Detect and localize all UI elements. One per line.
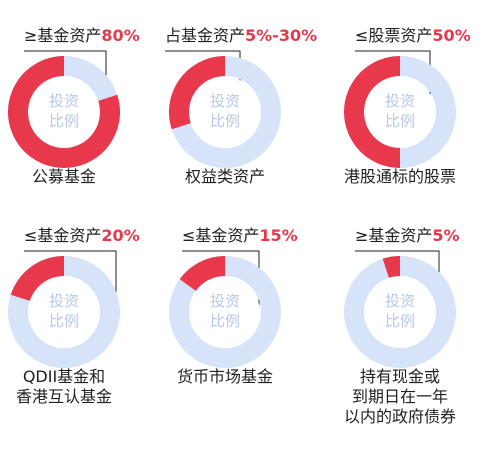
chart-name-label: QDII基金和 (23, 367, 105, 386)
ring-highlight-arc (10, 256, 64, 301)
chart-name-label: 权益类资产 (185, 167, 265, 186)
ring-center-text: 比例 (210, 112, 240, 130)
ring-center-text: 比例 (49, 112, 79, 130)
chart-caption: ≥基金资产5% (355, 226, 460, 245)
caption-prefix: ≤基金资产 (182, 226, 259, 245)
ring-center-text: 比例 (385, 112, 415, 130)
chart-name-label: 公募基金 (32, 167, 96, 186)
ring-center (29, 77, 99, 147)
chart-caption: ≤基金资产20% (24, 226, 140, 245)
ring-highlight-arc (8, 56, 121, 168)
ring-center-text: 投资 (49, 92, 79, 110)
ring-center (365, 277, 435, 347)
ring-center-text: 比例 (210, 312, 240, 330)
ring-center-text: 比例 (49, 312, 79, 330)
chart-name-label: 持有现金或 (360, 367, 440, 386)
chart-caption: ≤基金资产15% (182, 226, 298, 245)
ring-center-text: 投资 (49, 292, 79, 310)
chart-caption: ≤股票资产50% (355, 26, 471, 45)
chart-name-label: 货币市场基金 (177, 367, 273, 386)
ring-highlight-arc (179, 256, 225, 291)
ring-highlight-arc (344, 56, 400, 168)
chart-name-label: 到期日在一年 (352, 387, 448, 406)
caption-value: 5%-30% (245, 26, 317, 45)
caption-prefix: ≤基金资产 (24, 226, 101, 245)
chart-name-label: 香港互认基金 (16, 387, 112, 406)
caption-prefix: ≤股票资产 (355, 26, 432, 45)
ring-center-text: 投资 (210, 92, 240, 110)
ring-highlight-arc (382, 256, 400, 278)
ring-center (29, 277, 99, 347)
ring-center-text: 投资 (385, 92, 415, 110)
chart-name-label: 以内的政府债券 (344, 407, 456, 426)
caption-prefix: 占基金资产 (165, 26, 245, 45)
caption-value: 5% (432, 226, 459, 245)
caption-prefix: ≥基金资产 (355, 226, 432, 245)
ring-highlight-arc (168, 56, 225, 130)
ring-center-text: 投资 (210, 292, 240, 310)
caption-prefix: ≥基金资产 (24, 26, 101, 45)
chart-panels: ≥基金资产80%投资比例公募基金占基金资产5%-30%投资比例权益类资产≤股票资… (8, 26, 471, 426)
caption-value: 15% (259, 226, 297, 245)
chart-caption: 占基金资产5%-30% (165, 26, 317, 45)
caption-value: 20% (101, 226, 139, 245)
chart-caption: ≥基金资产80% (24, 26, 140, 45)
chart-name-label: 港股通标的股票 (344, 167, 456, 186)
ring-center (365, 77, 435, 147)
caption-value: 80% (101, 26, 139, 45)
caption-guide-line (24, 250, 117, 308)
ring-center (190, 277, 260, 347)
ring-center-text: 投资 (385, 292, 415, 310)
ring-center (190, 77, 260, 147)
ring-center-text: 比例 (385, 312, 415, 330)
caption-value: 50% (432, 26, 470, 45)
